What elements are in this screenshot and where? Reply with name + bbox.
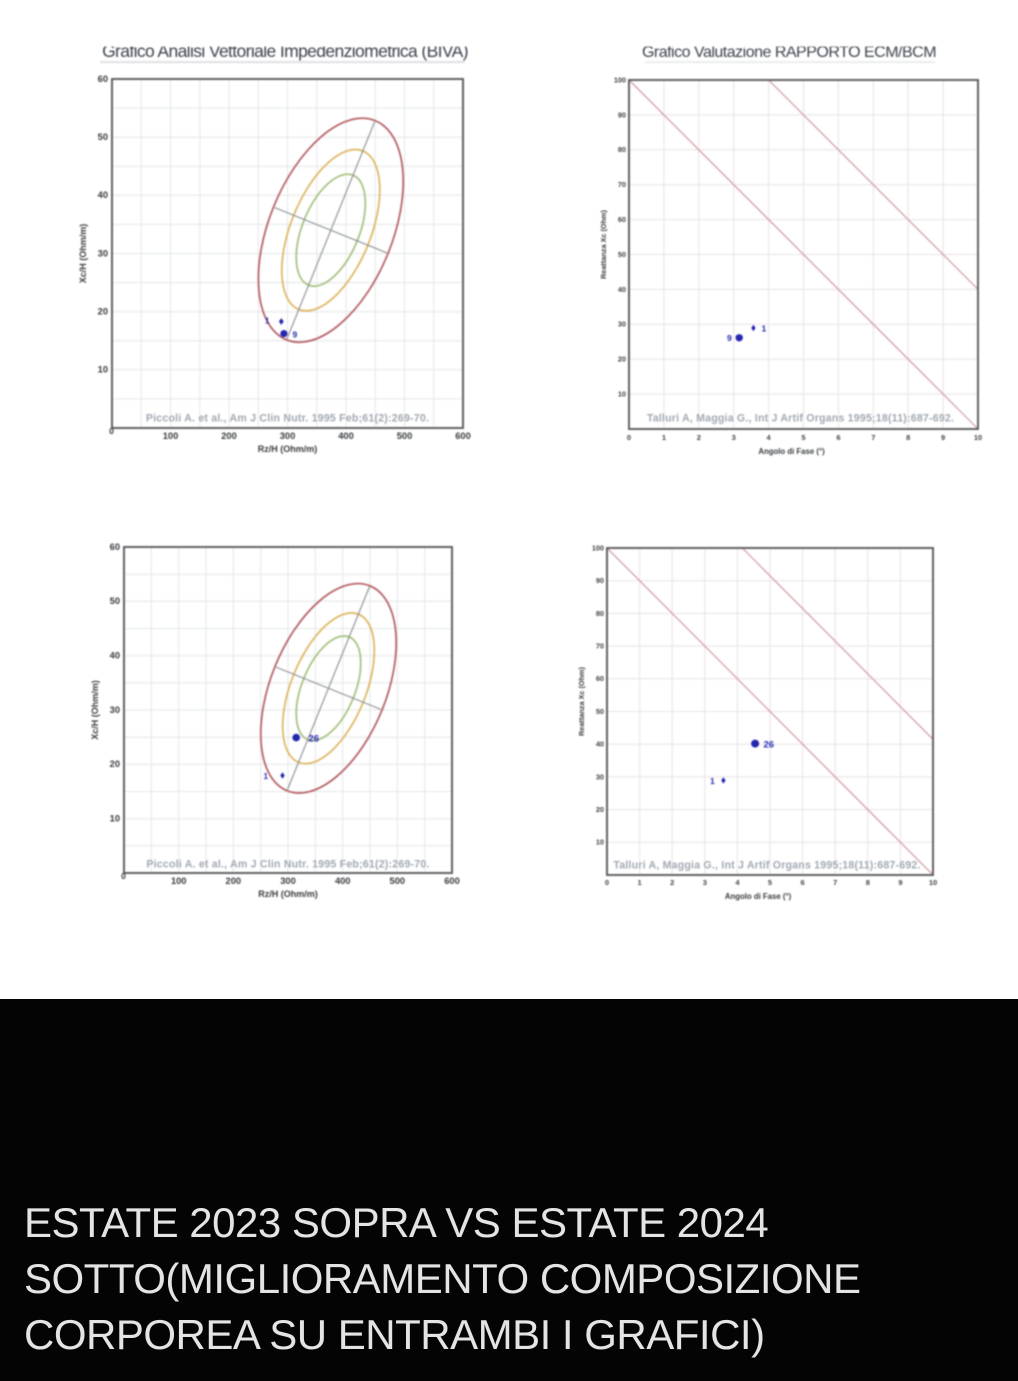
svg-text:3: 3	[703, 878, 707, 887]
svg-text:10: 10	[98, 365, 108, 375]
svg-text:Xc/H (Ohm/m): Xc/H (Ohm/m)	[78, 224, 88, 284]
svg-text:100: 100	[592, 543, 604, 552]
svg-text:20: 20	[98, 307, 108, 317]
svg-text:30: 30	[618, 320, 626, 329]
svg-text:4: 4	[735, 878, 740, 887]
svg-text:Talluri A, Maggia G., Int J Ar: Talluri A, Maggia G., Int J Artif Organs…	[613, 860, 920, 872]
svg-text:0: 0	[121, 871, 126, 881]
svg-text:9: 9	[727, 333, 732, 343]
svg-text:400: 400	[338, 431, 354, 441]
svg-text:5: 5	[801, 433, 805, 442]
svg-text:9: 9	[941, 433, 945, 442]
svg-text:6: 6	[836, 433, 840, 442]
svg-text:9: 9	[898, 878, 902, 887]
svg-text:Reattanza Xc (Ohm): Reattanza Xc (Ohm)	[599, 209, 608, 278]
svg-text:20: 20	[596, 805, 604, 814]
svg-text:50: 50	[110, 596, 120, 606]
svg-text:80: 80	[596, 609, 604, 618]
svg-text:10: 10	[110, 814, 120, 824]
svg-text:1: 1	[264, 772, 269, 781]
svg-text:60: 60	[98, 74, 108, 84]
svg-text:10: 10	[974, 433, 982, 442]
svg-text:80: 80	[618, 145, 626, 154]
svg-text:Angolo di Fase (°): Angolo di Fase (°)	[725, 892, 792, 901]
svg-text:4: 4	[767, 433, 772, 442]
svg-text:Rz/H (Ohm/m): Rz/H (Ohm/m)	[258, 889, 318, 899]
svg-text:60: 60	[618, 215, 626, 224]
svg-text:40: 40	[596, 740, 604, 749]
svg-text:600: 600	[444, 876, 460, 886]
svg-text:50: 50	[98, 132, 108, 142]
svg-text:70: 70	[596, 642, 604, 651]
svg-text:1: 1	[762, 323, 767, 333]
svg-text:7: 7	[871, 433, 875, 442]
svg-text:600: 600	[455, 431, 471, 441]
svg-text:2: 2	[670, 878, 674, 887]
svg-text:30: 30	[596, 772, 604, 781]
svg-text:10: 10	[929, 878, 937, 887]
svg-text:500: 500	[397, 431, 413, 441]
svg-text:Piccoli A. et al., Am J Clin N: Piccoli A. et al., Am J Clin Nutr. 1995 …	[146, 413, 429, 425]
svg-text:7: 7	[833, 878, 837, 887]
svg-text:Piccoli A. et al., Am J Clin N: Piccoli A. et al., Am J Clin Nutr. 1995 …	[146, 859, 429, 871]
svg-text:6: 6	[801, 878, 805, 887]
svg-text:3: 3	[732, 433, 736, 442]
svg-text:50: 50	[618, 250, 626, 259]
svg-text:Grafico Valutazione RAPPORTO E: Grafico Valutazione RAPPORTO ECM/BCM	[642, 44, 936, 61]
svg-text:40: 40	[98, 190, 108, 200]
svg-text:Reattanza Xc (Ohm): Reattanza Xc (Ohm)	[577, 666, 586, 735]
svg-text:26: 26	[309, 734, 320, 745]
svg-text:70: 70	[618, 180, 626, 189]
svg-text:9: 9	[293, 329, 298, 339]
svg-text:Talluri A, Maggia G., Int J Ar: Talluri A, Maggia G., Int J Artif Organs…	[647, 413, 954, 425]
svg-text:20: 20	[618, 355, 626, 364]
svg-text:Xc/H (Ohm/m): Xc/H (Ohm/m)	[90, 680, 100, 740]
svg-text:1: 1	[265, 317, 270, 326]
svg-text:Rz/H (Ohm/m): Rz/H (Ohm/m)	[258, 444, 318, 454]
svg-text:30: 30	[98, 248, 108, 258]
svg-text:100: 100	[614, 75, 626, 84]
svg-text:50: 50	[596, 707, 604, 716]
svg-text:500: 500	[390, 876, 406, 886]
svg-text:200: 200	[221, 431, 237, 441]
svg-text:10: 10	[596, 838, 604, 847]
svg-text:40: 40	[110, 651, 120, 661]
svg-text:300: 300	[280, 876, 296, 886]
svg-text:40: 40	[618, 285, 626, 294]
svg-text:20: 20	[110, 759, 120, 769]
svg-text:90: 90	[596, 576, 604, 585]
svg-text:1: 1	[638, 878, 642, 887]
svg-text:100: 100	[171, 876, 187, 886]
svg-text:90: 90	[618, 110, 626, 119]
svg-text:60: 60	[110, 542, 120, 552]
svg-text:200: 200	[226, 876, 242, 886]
svg-text:400: 400	[335, 876, 351, 886]
svg-text:1: 1	[662, 433, 666, 442]
svg-text:8: 8	[906, 433, 910, 442]
svg-text:10: 10	[618, 390, 626, 399]
svg-text:1: 1	[710, 776, 715, 786]
svg-text:5: 5	[768, 878, 772, 887]
svg-text:100: 100	[163, 431, 179, 441]
svg-text:0: 0	[109, 426, 114, 436]
svg-text:300: 300	[280, 431, 296, 441]
svg-text:60: 60	[596, 674, 604, 683]
svg-text:0: 0	[605, 878, 609, 887]
svg-text:Angolo di Fase (°): Angolo di Fase (°)	[758, 447, 825, 456]
svg-text:8: 8	[866, 878, 870, 887]
svg-text:26: 26	[764, 740, 775, 751]
svg-text:30: 30	[110, 705, 120, 715]
svg-text:0: 0	[627, 433, 631, 442]
svg-text:2: 2	[697, 433, 701, 442]
